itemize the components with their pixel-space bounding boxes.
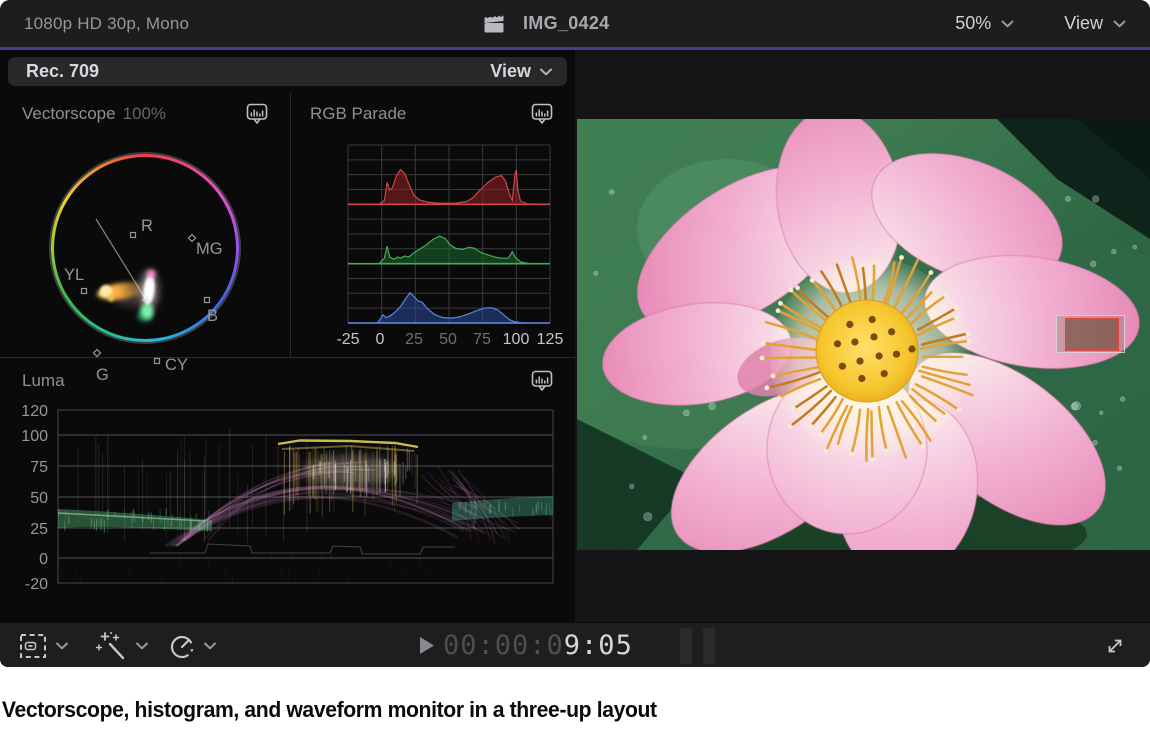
topbar-right-controls: 50% View: [955, 0, 1126, 47]
seed-pod-dots: [833, 315, 916, 383]
parade-histograms: [348, 168, 551, 324]
viewer-top-bar: 1080p HD 30p, Mono IMG_0424 50%: [0, 0, 1150, 47]
transport-bar: 00:00:09:05: [0, 622, 1150, 667]
graticule-label-g: G: [96, 366, 109, 384]
fcp-viewer-window: 1080p HD 30p, Mono IMG_0424 50%: [0, 0, 1150, 667]
rgb-parade-display: -25 0 25 50 75 100 125: [336, 144, 563, 348]
svg-text:25: 25: [405, 331, 423, 348]
svg-text:25: 25: [30, 521, 48, 538]
figure-caption-area: Vectorscope, histogram, and waveform mon…: [0, 667, 1150, 740]
luma-trace: [58, 429, 553, 583]
graticule-label-yl: YL: [64, 266, 84, 284]
graticule-label-cy: CY: [165, 356, 188, 374]
target-square-r: [129, 231, 137, 239]
scopes-header-bar: Rec. 709 View: [8, 57, 567, 86]
target-square-cy: [153, 357, 161, 365]
target-square-mg: [187, 233, 197, 243]
parade-grid: [347, 144, 551, 324]
zoom-level-dropdown[interactable]: 50%: [955, 13, 1014, 34]
figure-caption: Vectorscope, histogram, and waveform mon…: [1, 697, 657, 722]
target-square-yl: [80, 287, 88, 295]
graticule-label-b: B: [207, 307, 218, 325]
speedometer-icon: [170, 635, 194, 658]
svg-text:120: 120: [21, 403, 48, 420]
view-menu-label: View: [1064, 13, 1103, 33]
parade-x-ticks: -25 0 25 50 75 100 125: [336, 331, 563, 348]
svg-text:0: 0: [376, 331, 385, 348]
zoom-navigator-box[interactable]: [1056, 315, 1125, 353]
svg-text:-20: -20: [25, 576, 48, 593]
svg-text:75: 75: [30, 459, 48, 476]
svg-text:0: 0: [39, 551, 48, 568]
rgb-parade-settings-icon[interactable]: [531, 103, 553, 126]
chevron-down-icon: [1113, 20, 1126, 27]
colorspace-label: Rec. 709: [26, 61, 100, 81]
luma-title: Luma: [22, 371, 65, 390]
audio-meter-bar: [703, 628, 715, 664]
chevron-down-icon: [204, 642, 216, 649]
chevron-down-icon: [56, 642, 68, 649]
graticule-label-mg: MG: [196, 240, 223, 258]
viewer-view-dropdown[interactable]: View: [1064, 13, 1126, 34]
scopes-viewer-divider: [575, 50, 577, 622]
video-scopes-panel: Rec. 709 View Vectorscope 100% RGB Parade: [0, 50, 575, 622]
zoom-navigator-visible-region[interactable]: [1065, 318, 1119, 351]
svg-text:50: 50: [439, 331, 457, 348]
target-square-g: [92, 348, 102, 358]
fullscreen-expand-icon[interactable]: [1103, 634, 1127, 658]
svg-text:100: 100: [503, 331, 530, 348]
scopes-view-label: View: [490, 61, 531, 81]
viewer-canvas: [577, 50, 1150, 622]
vectorscope-display: R MG B CY G YL: [64, 217, 223, 384]
svg-text:125: 125: [537, 331, 564, 348]
rgb-parade-title: RGB Parade: [310, 104, 407, 123]
clapperboard-icon: [484, 13, 504, 32]
play-icon[interactable]: [420, 637, 434, 654]
range-selection-icon: [20, 633, 46, 658]
chevron-down-icon: [136, 642, 148, 649]
timecode-display: 00:00:09:05: [443, 630, 633, 661]
scope-panel-divider-horizontal: [0, 357, 575, 358]
svg-text:75: 75: [473, 331, 491, 348]
project-format-label: 1080p HD 30p, Mono: [24, 13, 190, 33]
timecode-group: 00:00:09:05: [420, 623, 633, 667]
vectorscope-scale: 100%: [122, 104, 167, 123]
vectorscope-settings-icon[interactable]: [246, 103, 268, 126]
clip-name: IMG_0424: [523, 13, 610, 33]
target-square-b: [203, 296, 211, 304]
scopes-view-dropdown[interactable]: View: [490, 61, 552, 82]
magic-wand-icon: [96, 631, 125, 659]
retime-tool-button[interactable]: [168, 623, 216, 667]
scope-panel-divider-vertical: [290, 93, 291, 357]
zoom-level-value: 50%: [955, 13, 992, 33]
lotus-stamens: [759, 255, 974, 463]
timecode-dim-digits: 00:00:0: [443, 630, 564, 661]
audio-meter-bar: [680, 628, 692, 664]
clip-title-group: IMG_0424: [483, 0, 609, 47]
graticule-label-r: R: [141, 217, 153, 235]
timecode-bright-digits: 9:05: [563, 630, 633, 661]
accent-separator-line: [0, 47, 1150, 50]
center-crosshair: [142, 295, 152, 305]
enhancements-tool-button[interactable]: [96, 623, 148, 667]
chevron-down-icon: [540, 68, 552, 75]
luma-settings-icon[interactable]: [531, 370, 553, 393]
vectorscope-title: Vectorscope 100%: [22, 104, 167, 123]
luma-waveform-display: 120 100 75 50 25 0 -20: [21, 403, 554, 593]
seed-pod: [815, 299, 919, 403]
vectorscope-trace: [97, 269, 158, 322]
svg-text:100: 100: [21, 428, 48, 445]
chevron-down-icon: [1001, 20, 1014, 27]
luma-y-ticks: 120 100 75 50 25 0 -20: [21, 403, 48, 593]
svg-text:50: 50: [30, 490, 48, 507]
range-selection-tool-button[interactable]: [18, 623, 68, 667]
svg-text:-25: -25: [336, 331, 359, 348]
